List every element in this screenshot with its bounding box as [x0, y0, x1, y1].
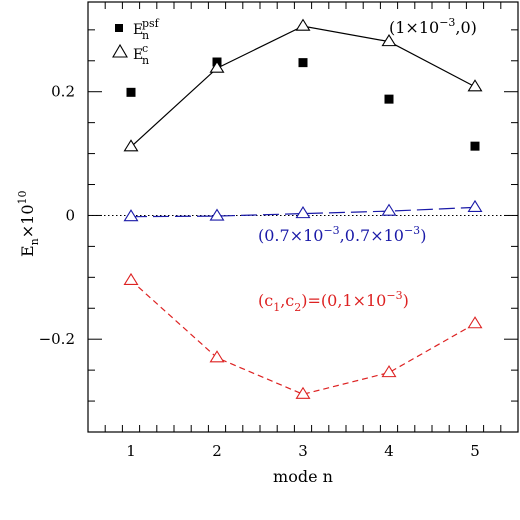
- data-point-triangle: [381, 365, 397, 378]
- series-2-line: [130, 25, 476, 148]
- legend-label: Enpsf: [133, 17, 160, 42]
- series-4: [123, 272, 483, 399]
- data-point-triangle: [467, 199, 483, 212]
- x-axis-title: mode n: [273, 467, 333, 486]
- axis-ticks-group: [88, 2, 518, 432]
- annotation-red-series: (c1,c2)=(0,1×10−3): [258, 289, 409, 314]
- data-point-square: [470, 141, 480, 151]
- annotation-top-series: (1×10−3,0): [389, 16, 477, 37]
- data-point-triangle: [295, 386, 311, 399]
- data-point-triangle: [209, 350, 225, 363]
- x-tick-label: 1: [126, 442, 136, 460]
- data-point-triangle: [209, 60, 225, 73]
- plot-frame-group: [87, 1, 519, 433]
- x-tick-label: 5: [470, 442, 480, 460]
- series-2: [123, 18, 483, 152]
- data-point-square: [126, 87, 136, 97]
- y-tick-label: 0: [65, 206, 75, 224]
- data-point-triangle: [209, 208, 225, 221]
- legend-entry-1: Enpsf: [115, 17, 160, 42]
- data-point-triangle: [123, 139, 139, 152]
- data-point-triangle: [381, 34, 397, 47]
- series-3: [123, 199, 483, 222]
- y-tick-label: −0.2: [39, 330, 75, 348]
- legend-triangle-marker: [112, 43, 128, 58]
- plot-frame: [87, 1, 519, 433]
- legend-entry-2: Enc: [112, 42, 149, 67]
- data-point-triangle: [295, 18, 311, 31]
- axis-labels-group: 1 2 3 4 5 −0.2 0 0.2 mode n En×1010: [16, 83, 480, 486]
- series-1: [126, 57, 480, 151]
- annotations-group: (1×10−3,0) (0.7×10−3,0.7×10−3) (c1,c2)=(0,…: [258, 16, 477, 314]
- x-tick-label: 3: [298, 442, 308, 460]
- data-point-triangle: [123, 272, 139, 285]
- data-point-triangle: [123, 209, 139, 222]
- data-point-triangle: [295, 206, 311, 219]
- series-group: [123, 18, 483, 399]
- data-point-square: [298, 58, 308, 68]
- y-axis-title: En×1010: [16, 190, 41, 257]
- data-point-triangle: [467, 316, 483, 329]
- annotation-blue-series: (0.7×10−3,0.7×10−3): [258, 224, 426, 245]
- data-point-triangle: [381, 203, 397, 216]
- series-3-line: [130, 206, 476, 218]
- legend-square-marker: [115, 24, 123, 32]
- x-tick-label: 2: [212, 442, 222, 460]
- data-point-square: [384, 94, 394, 104]
- data-point-triangle: [467, 79, 483, 92]
- y-tick-label: 0.2: [51, 83, 75, 101]
- legend-label: Enc: [133, 42, 149, 67]
- series-4-line: [130, 279, 476, 395]
- x-tick-label: 4: [384, 442, 394, 460]
